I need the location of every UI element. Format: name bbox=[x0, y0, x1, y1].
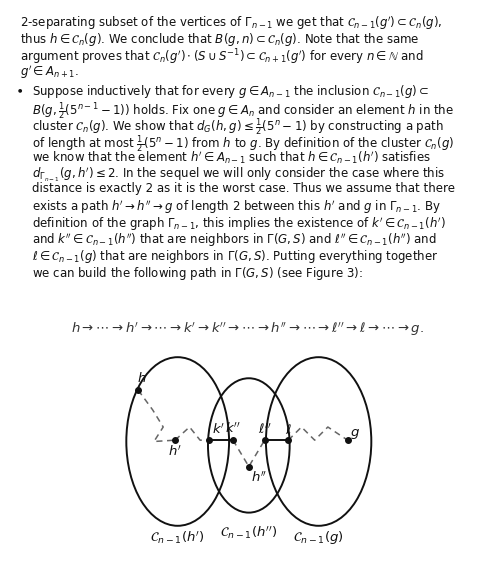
Text: $\mathcal{C}_{n-1}(h'')$: $\mathcal{C}_{n-1}(h'')$ bbox=[220, 524, 277, 541]
Text: $h$: $h$ bbox=[137, 371, 147, 385]
Text: $B(g, \frac{1}{2}(5^{n-1}-1))$ holds. Fix one $g \in A_n$ and consider an elemen: $B(g, \frac{1}{2}(5^{n-1}-1))$ holds. Fi… bbox=[32, 100, 454, 122]
Text: $k'$: $k'$ bbox=[212, 423, 225, 437]
Text: $k''$: $k''$ bbox=[225, 422, 241, 437]
Text: $\bullet$: $\bullet$ bbox=[15, 83, 23, 96]
Text: $h'$: $h'$ bbox=[168, 445, 182, 459]
Text: cluster $\mathcal{C}_n(g)$. We show that $d_G(h,g) \leq \frac{1}{2}(5^n - 1)$ by: cluster $\mathcal{C}_n(g)$. We show that… bbox=[32, 116, 444, 138]
Text: $d_{\Gamma_{n-1}}(g, h') \leq 2$. In the sequel we will only consider the case w: $d_{\Gamma_{n-1}}(g, h') \leq 2$. In the… bbox=[32, 166, 445, 184]
Text: we know that the element $h' \in A_{n-1}$ such that $h \in \mathcal{C}_{n-1}(h'): we know that the element $h' \in A_{n-1}… bbox=[32, 149, 431, 166]
Text: $h''$: $h''$ bbox=[251, 470, 268, 485]
Text: of length at most $\frac{1}{2}(5^n - 1)$ from $h$ to $g$. By definition of the c: of length at most $\frac{1}{2}(5^n - 1)$… bbox=[32, 133, 454, 155]
Text: $g' \in A_{n+1}$.: $g' \in A_{n+1}$. bbox=[20, 64, 79, 82]
Text: we can build the following path in $\Gamma(G,S)$ (see Figure 3):: we can build the following path in $\Gam… bbox=[32, 265, 363, 282]
Text: Suppose inductively that for every $g \in A_{n-1}$ the inclusion $\mathcal{C}_{n: Suppose inductively that for every $g \i… bbox=[32, 83, 430, 100]
Text: 2-separating subset of the vertices of $\Gamma_{n-1}$ we get that $\mathcal{C}_{: 2-separating subset of the vertices of $… bbox=[20, 14, 443, 32]
Text: $g$: $g$ bbox=[350, 427, 360, 441]
Text: and $k'' \in \mathcal{C}_{n-1}(h'')$ that are neighbors in $\Gamma(G,S)$ and $\e: and $k'' \in \mathcal{C}_{n-1}(h'')$ tha… bbox=[32, 232, 437, 250]
Text: $\mathcal{C}_{n-1}(h')$: $\mathcal{C}_{n-1}(h')$ bbox=[150, 529, 205, 546]
Text: definition of the graph $\Gamma_{n-1}$, this implies the existence of $k' \in \m: definition of the graph $\Gamma_{n-1}$, … bbox=[32, 215, 446, 233]
Text: $h \to \cdots \to h' \to \cdots \to k' \to k'' \to \cdots \to h'' \to \cdots \to: $h \to \cdots \to h' \to \cdots \to k' \… bbox=[71, 320, 424, 338]
Text: distance is exactly 2 as it is the worst case. Thus we assume that there: distance is exactly 2 as it is the worst… bbox=[32, 182, 455, 195]
Text: $\ell$: $\ell$ bbox=[285, 423, 292, 437]
Text: $\ell''$: $\ell''$ bbox=[258, 423, 271, 437]
Text: argument proves that $\mathcal{C}_n(g') \cdot (S \cup S^{-1}) \subset \mathcal{C: argument proves that $\mathcal{C}_n(g') … bbox=[20, 47, 423, 67]
Text: $\mathcal{C}_{n-1}(g)$: $\mathcal{C}_{n-1}(g)$ bbox=[293, 529, 344, 546]
Text: $\ell \in \mathcal{C}_{n-1}(g)$ that are neighbors in $\Gamma(G,S)$. Putting eve: $\ell \in \mathcal{C}_{n-1}(g)$ that are… bbox=[32, 248, 439, 265]
Text: exists a path $h' \to h'' \to g$ of length 2 between this $h'$ and $g$ in $\Gamm: exists a path $h' \to h'' \to g$ of leng… bbox=[32, 199, 441, 217]
Text: thus $h \in \mathcal{C}_n(g)$. We conclude that $B(g,n) \subset \mathcal{C}_n(g): thus $h \in \mathcal{C}_n(g)$. We conclu… bbox=[20, 31, 419, 48]
